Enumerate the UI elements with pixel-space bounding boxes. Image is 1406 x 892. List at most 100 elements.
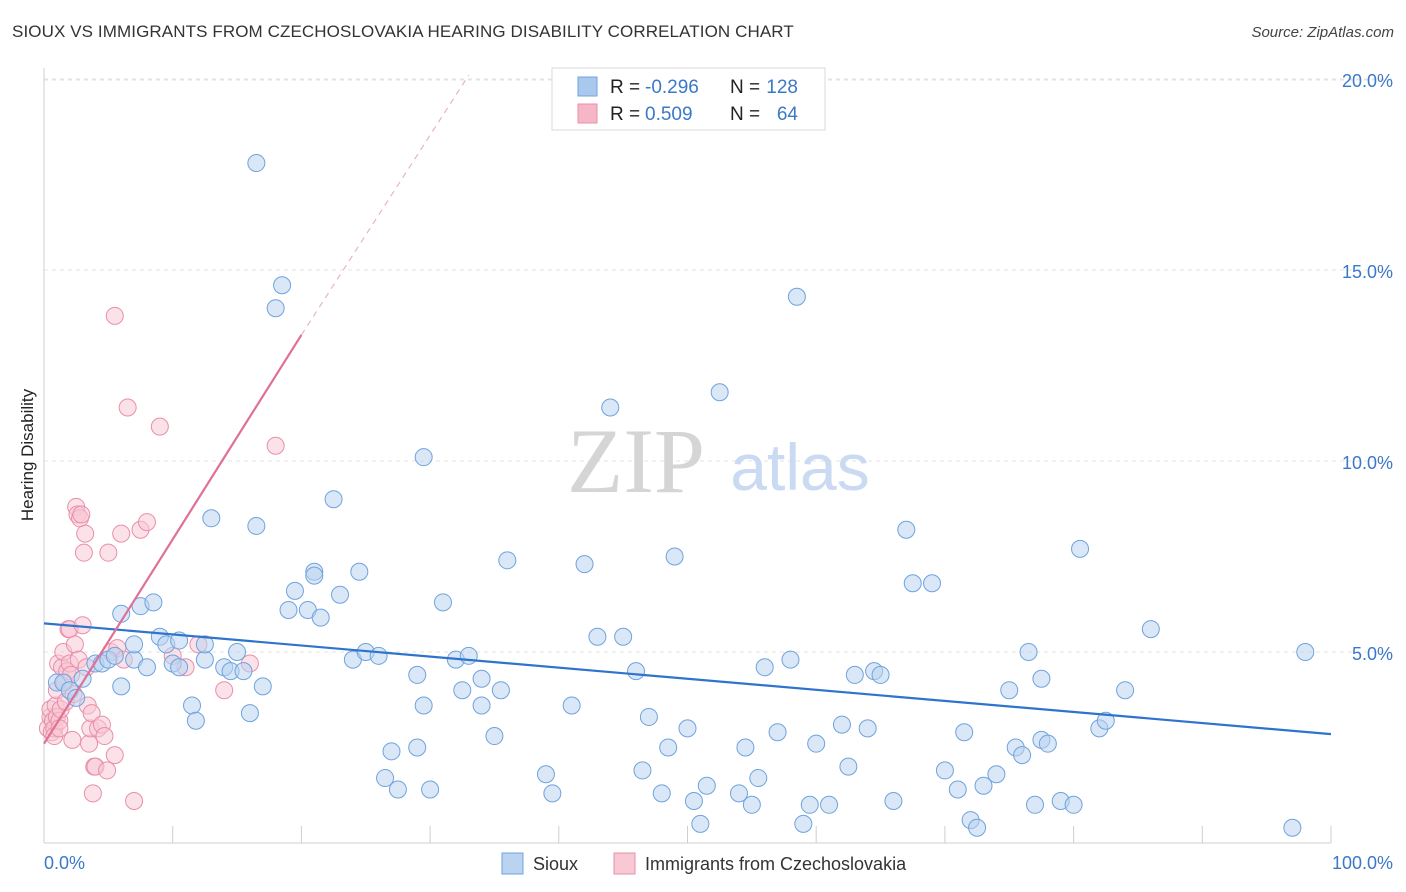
- data-point: [968, 818, 987, 837]
- series-sioux-points: [47, 154, 1315, 837]
- trend-line-sioux: [43, 622, 1332, 736]
- data-point: [433, 593, 452, 612]
- data-point: [562, 696, 581, 715]
- legend-r-label: R =: [610, 104, 640, 125]
- data-point: [331, 585, 350, 604]
- data-point: [65, 635, 84, 654]
- data-point: [491, 681, 510, 700]
- data-point: [935, 761, 954, 780]
- watermark-zip: ZIP: [567, 410, 705, 512]
- data-point: [684, 791, 703, 810]
- data-point: [234, 662, 253, 681]
- legend-r-label: R =: [610, 77, 640, 98]
- data-point: [112, 524, 131, 543]
- data-point: [240, 704, 259, 723]
- legend-n-label: N =: [730, 104, 760, 125]
- data-point: [498, 551, 517, 570]
- data-point: [186, 711, 205, 730]
- data-point: [858, 719, 877, 738]
- data-point: [1283, 818, 1302, 837]
- data-point: [807, 734, 826, 753]
- data-point: [575, 555, 594, 574]
- data-point: [742, 795, 761, 814]
- data-point: [614, 627, 633, 646]
- data-point: [1064, 795, 1083, 814]
- data-point: [144, 593, 163, 612]
- trend-line-czechoslovakia: [43, 334, 303, 745]
- data-point: [324, 490, 343, 509]
- data-point: [247, 516, 266, 535]
- legend-swatch-czechoslovakia: [613, 852, 636, 875]
- data-point: [639, 707, 658, 726]
- data-point: [472, 696, 491, 715]
- data-point: [83, 784, 102, 803]
- legend-label-sioux: Sioux: [533, 854, 578, 874]
- data-point: [697, 776, 716, 795]
- data-point: [1116, 681, 1135, 700]
- x-tick-label: 0.0%: [44, 853, 85, 873]
- x-tick-label: 100.0%: [1332, 853, 1393, 873]
- data-point: [105, 306, 124, 325]
- data-point: [285, 581, 304, 600]
- legend-r-value: -0.296: [645, 77, 699, 98]
- data-point: [710, 383, 729, 402]
- data-point: [1096, 711, 1115, 730]
- stats-legend: R = -0.296 N = 128 R = 0.509 N = 64: [551, 67, 826, 131]
- data-point: [98, 761, 117, 780]
- legend-label-czechoslovakia: Immigrants from Czechoslovakia: [645, 854, 907, 874]
- data-point: [369, 646, 388, 665]
- data-point: [125, 635, 144, 654]
- watermark-atlas: atlas: [730, 430, 869, 504]
- data-point: [652, 784, 671, 803]
- y-tick-label: 15.0%: [1342, 262, 1393, 282]
- legend-swatch-sioux: [501, 852, 524, 875]
- legend-swatch: [577, 76, 598, 97]
- data-point: [170, 658, 189, 677]
- data-point: [781, 650, 800, 669]
- data-point: [247, 154, 266, 173]
- data-point: [987, 765, 1006, 784]
- data-point: [215, 681, 234, 700]
- data-point: [678, 719, 697, 738]
- x-tick-labels: 0.0% 100.0%: [44, 853, 1393, 873]
- data-point: [82, 704, 101, 723]
- data-point: [1032, 669, 1051, 688]
- data-point: [63, 730, 82, 749]
- data-point: [266, 299, 285, 318]
- data-point: [414, 448, 433, 467]
- y-tick-labels: 5.0% 10.0% 15.0% 20.0%: [1342, 71, 1393, 664]
- data-point: [195, 635, 214, 654]
- data-point: [871, 665, 890, 684]
- data-point: [1013, 746, 1032, 765]
- data-point: [923, 574, 942, 593]
- data-point: [1071, 539, 1090, 558]
- data-point: [472, 669, 491, 688]
- source-label: Source: ZipAtlas.com: [1251, 24, 1394, 41]
- data-point: [137, 513, 156, 532]
- data-point: [839, 757, 858, 776]
- trend-line-extension: [300, 74, 470, 336]
- data-point: [99, 543, 118, 562]
- watermark: ZIP atlas: [567, 410, 870, 512]
- data-point: [273, 276, 292, 295]
- data-point: [408, 665, 427, 684]
- data-point: [150, 417, 169, 436]
- data-point: [1000, 681, 1019, 700]
- chart-title: SIOUX VS IMMIGRANTS FROM CZECHOSLOVAKIA …: [12, 22, 794, 41]
- data-point: [125, 791, 144, 810]
- data-point: [601, 398, 620, 417]
- data-point: [955, 723, 974, 742]
- data-point: [76, 524, 95, 543]
- legend-swatch: [577, 103, 598, 124]
- data-point: [665, 547, 684, 566]
- data-point: [421, 780, 440, 799]
- data-point: [414, 696, 433, 715]
- data-point: [1038, 734, 1057, 753]
- data-point: [1025, 795, 1044, 814]
- data-point: [755, 658, 774, 677]
- data-point: [820, 795, 839, 814]
- data-point: [1296, 643, 1315, 661]
- trend-lines: [43, 74, 1332, 745]
- data-point: [485, 727, 504, 746]
- data-point: [884, 791, 903, 810]
